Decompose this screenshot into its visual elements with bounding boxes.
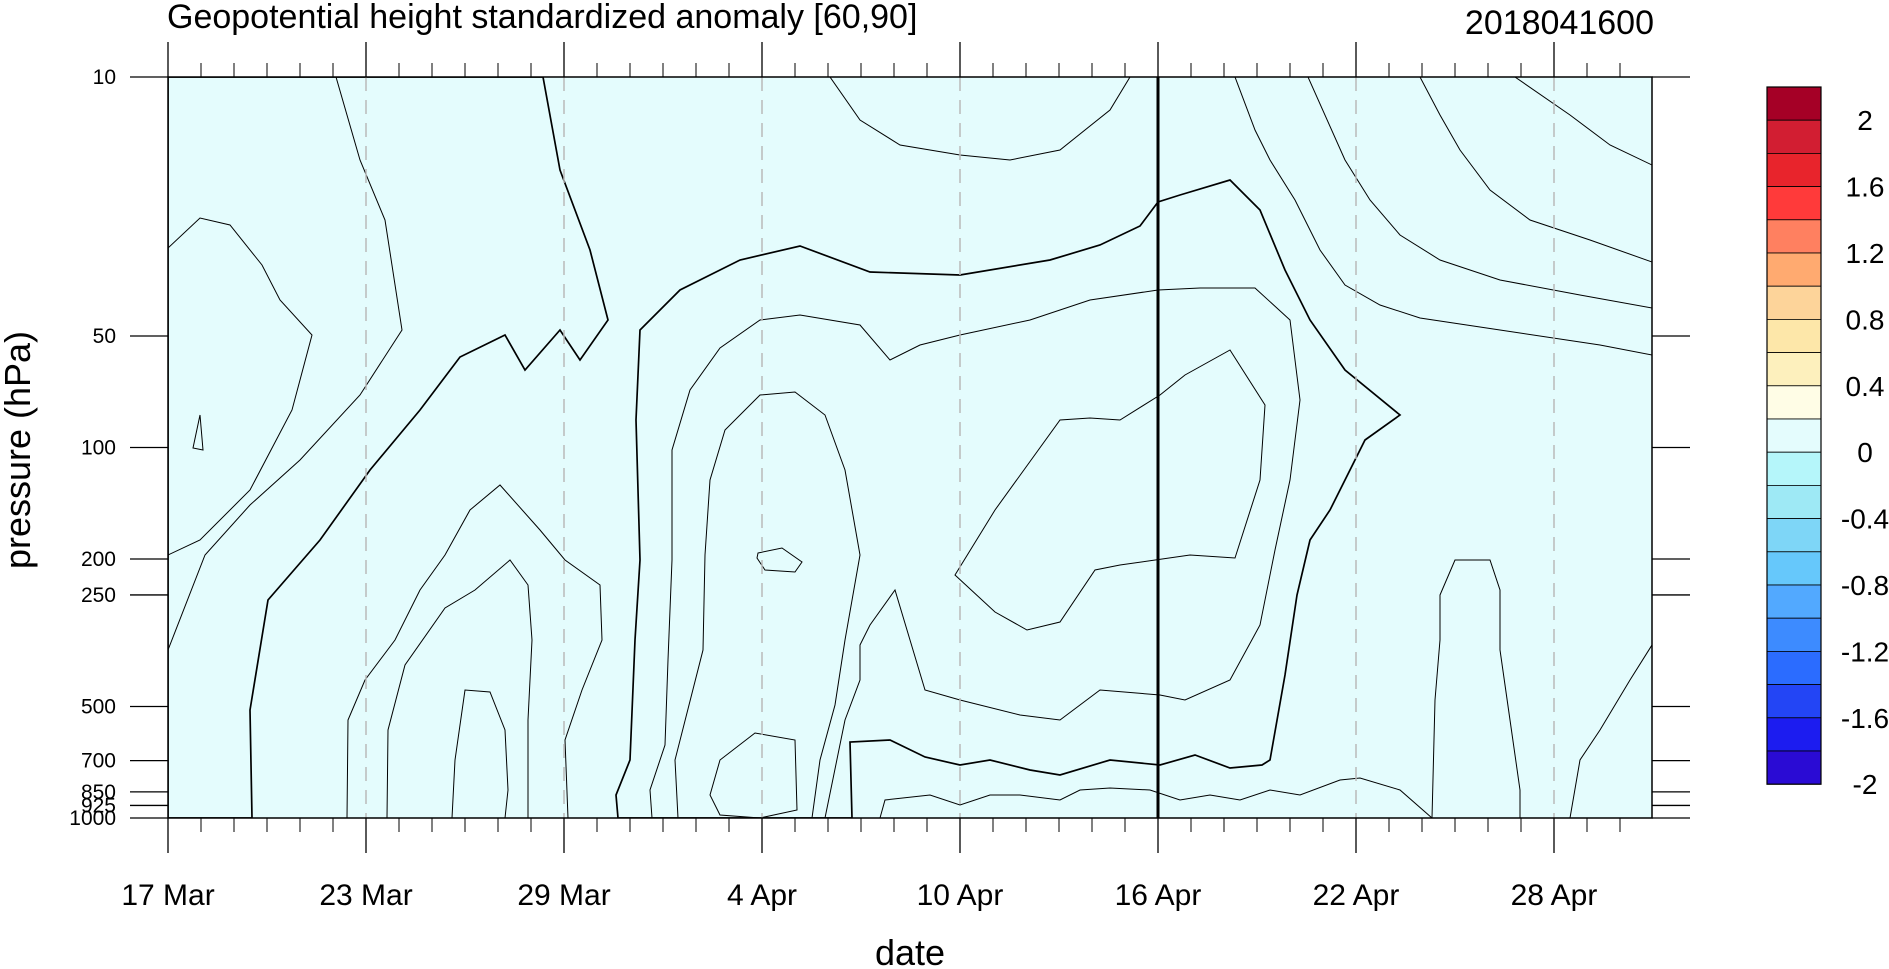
contour-background bbox=[168, 77, 1652, 818]
x-tick-label: 28 Apr bbox=[1511, 879, 1598, 912]
contour-region-neg-topright-3 bbox=[1419, 77, 1652, 263]
x-axis-label: date bbox=[875, 932, 945, 969]
colorbar-swatch bbox=[1766, 651, 1822, 686]
chart-date-label: 2018041600 bbox=[1465, 4, 1654, 42]
y-tick-label: 925 bbox=[81, 794, 116, 817]
colorbar-label: -1.2 bbox=[1841, 636, 1889, 667]
x-tick-label: 22 Apr bbox=[1313, 879, 1400, 912]
contour-region-neg-topright-2 bbox=[1307, 77, 1652, 309]
y-tick-label: 1000 bbox=[69, 807, 116, 830]
colorbar-swatch bbox=[1766, 285, 1822, 320]
contour-region-neg-topright bbox=[1234, 77, 1652, 356]
colorbar-label: -1.6 bbox=[1841, 703, 1889, 734]
colorbar-swatch bbox=[1766, 318, 1822, 353]
contour-region-small-inner bbox=[756, 547, 803, 573]
contour-region-light-center bbox=[649, 287, 1301, 818]
colorbar-swatch bbox=[1766, 186, 1822, 221]
contour-region-pos-lowright bbox=[1569, 644, 1652, 818]
colorbar-label: -0.8 bbox=[1841, 570, 1889, 601]
contour-region-small-low bbox=[709, 732, 798, 818]
y-tick-label: 100 bbox=[81, 437, 116, 460]
date-guide-lines bbox=[365, 77, 1555, 818]
contour-region-neg-lowleft-core bbox=[451, 689, 509, 818]
y-tick-label: 250 bbox=[81, 584, 116, 607]
contour-region-neg-topright-4 bbox=[1514, 77, 1652, 166]
colorbar-label: 1.6 bbox=[1846, 172, 1885, 203]
contour-region-neg-lowleft-deep bbox=[386, 559, 533, 818]
colorbar-label: -2 bbox=[1853, 769, 1878, 800]
y-tick-label: 700 bbox=[81, 750, 116, 773]
x-tick-label: 29 Mar bbox=[517, 879, 610, 912]
contour-region-light-left bbox=[168, 77, 403, 651]
y-tick-label: 850 bbox=[81, 781, 116, 804]
contour-region-mid-center bbox=[674, 391, 861, 818]
colorbar-swatch bbox=[1766, 219, 1822, 254]
colorbar-swatch bbox=[1766, 119, 1822, 154]
colorbar-label: 2 bbox=[1857, 105, 1873, 136]
y-tick-label: 500 bbox=[81, 695, 116, 718]
x-tick-label: 17 Mar bbox=[121, 879, 214, 912]
colorbar-swatch bbox=[1766, 750, 1822, 785]
colorbar-swatch bbox=[1766, 684, 1822, 719]
x-tick-label: 4 Apr bbox=[727, 879, 797, 912]
colorbar-label: 0 bbox=[1857, 437, 1873, 468]
chart-title: Geopotential height standardized anomaly… bbox=[167, 0, 917, 36]
colorbar-swatch bbox=[1766, 152, 1822, 187]
colorbar-swatch bbox=[1766, 484, 1822, 519]
contour-region-neg-lowleft bbox=[346, 484, 603, 818]
colorbar-swatch bbox=[1766, 551, 1822, 586]
colorbar-swatch bbox=[1766, 518, 1822, 553]
y-tick-label: 50 bbox=[93, 325, 116, 348]
contour-region-mid-right bbox=[954, 349, 1266, 631]
contour-region-pos-left bbox=[168, 77, 609, 818]
contour-region-neg-topcenter bbox=[829, 77, 1131, 161]
colorbar-label: -0.4 bbox=[1841, 504, 1889, 535]
contour-line-small-left bbox=[192, 414, 204, 451]
y-tick-label: 10 bbox=[93, 66, 116, 89]
colorbar-swatch bbox=[1766, 86, 1822, 121]
colorbar: 2 1.6 1.2 0.8 0.4 0 -0.4 -0.8 -1.2 -1.6 -2 bbox=[1766, 86, 1889, 800]
colorbar-label: 0.4 bbox=[1846, 371, 1885, 402]
colorbar-swatch bbox=[1766, 617, 1822, 652]
colorbar-swatch bbox=[1766, 584, 1822, 619]
colorbar-label: 0.8 bbox=[1846, 304, 1885, 335]
colorbar-swatch bbox=[1766, 352, 1822, 387]
x-tick-label: 16 Apr bbox=[1115, 879, 1202, 912]
contour-field bbox=[168, 77, 1652, 818]
x-tick-label: 23 Mar bbox=[319, 879, 412, 912]
colorbar-swatch bbox=[1766, 252, 1822, 287]
colorbar-swatch bbox=[1766, 385, 1822, 420]
x-axis: 17 Mar 23 Mar 29 Mar 4 Apr 10 Apr 16 Apr 22 Ap… bbox=[121, 42, 1621, 912]
colorbar-frame bbox=[1766, 86, 1822, 785]
y-tick-label: 200 bbox=[81, 548, 116, 571]
x-tick-label: 10 Apr bbox=[917, 879, 1004, 912]
contour-region-mid-left bbox=[168, 217, 313, 556]
contour-region-pos-center bbox=[615, 179, 1402, 818]
contour-region-neg-lowright bbox=[1431, 559, 1521, 818]
colorbar-label: 1.2 bbox=[1846, 238, 1885, 269]
colorbar-swatch bbox=[1766, 717, 1822, 752]
colorbar-swatch bbox=[1766, 451, 1822, 486]
colorbar-swatch bbox=[1766, 418, 1822, 453]
y-axis-label: pressure (hPa) bbox=[0, 331, 38, 569]
